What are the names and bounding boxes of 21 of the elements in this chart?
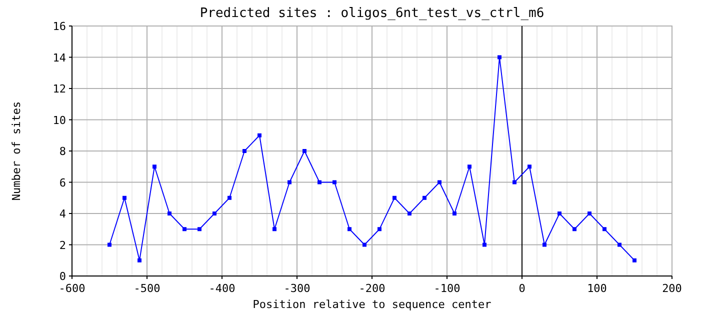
chart-title: Predicted sites : oligos_6nt_test_vs_ctrl_m6: [200, 6, 544, 21]
y-tick-label: 8: [59, 145, 66, 158]
x-axis-title: Position relative to sequence center: [252, 298, 492, 311]
y-axis-title: Number of sites: [10, 101, 23, 201]
x-tick-label: -500: [134, 282, 160, 295]
y-tick-label: 0: [59, 270, 66, 283]
y-tick-label: 14: [52, 51, 66, 64]
x-tick-label: -200: [358, 282, 386, 295]
y-tick-label: 4: [59, 208, 66, 220]
y-tick-label: 12: [52, 82, 66, 96]
x-tick-label: -400: [208, 282, 236, 295]
x-tick-label: 100: [587, 282, 607, 295]
y-tick-label: 16: [52, 20, 66, 33]
y-tick-label: 10: [52, 114, 66, 127]
x-tick-label: -600: [58, 282, 86, 295]
x-tick-label: -300: [284, 282, 310, 295]
x-tick-label: 0: [518, 282, 526, 295]
y-tick-label: 2: [59, 238, 66, 252]
x-tick-label: -100: [434, 282, 460, 295]
y-tick-label: 6: [59, 176, 66, 190]
x-tick-label: 200: [662, 282, 682, 295]
